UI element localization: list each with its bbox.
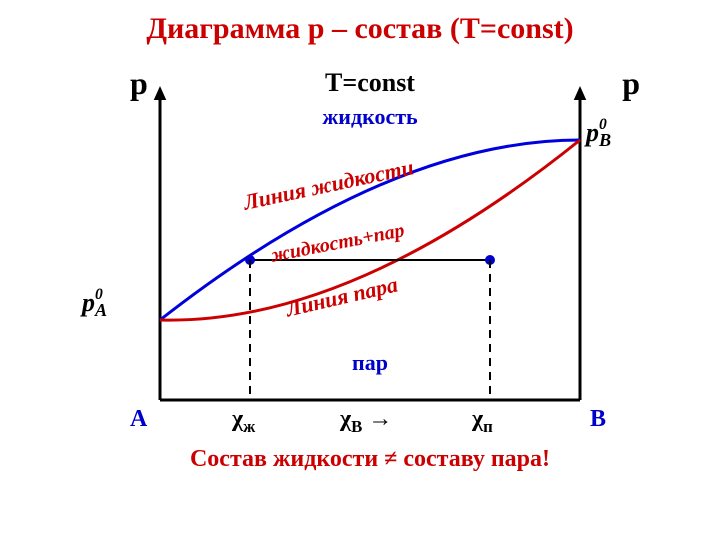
chi-B-label: χВ → bbox=[340, 406, 392, 437]
p0-A-label: p0A bbox=[82, 288, 107, 318]
bottom-caption: Состав жидкости ≠ составу пара! bbox=[90, 446, 650, 473]
phase-liquid-label: жидкость bbox=[90, 104, 650, 130]
page-title: Диаграмма р – состав (T=const) bbox=[0, 0, 720, 46]
x-label-B: В bbox=[590, 406, 606, 433]
phase-diagram: р р T=const жидкость пар Линия жидкости … bbox=[90, 60, 650, 480]
p0-B-label: p0B bbox=[586, 118, 611, 148]
t-const-label: T=const bbox=[90, 68, 650, 98]
chi-liquid-label: χж bbox=[232, 406, 255, 437]
phase-vapor-label: пар bbox=[90, 350, 650, 376]
x-label-A: А bbox=[130, 406, 147, 433]
chi-vapor-label: χп bbox=[472, 406, 493, 437]
